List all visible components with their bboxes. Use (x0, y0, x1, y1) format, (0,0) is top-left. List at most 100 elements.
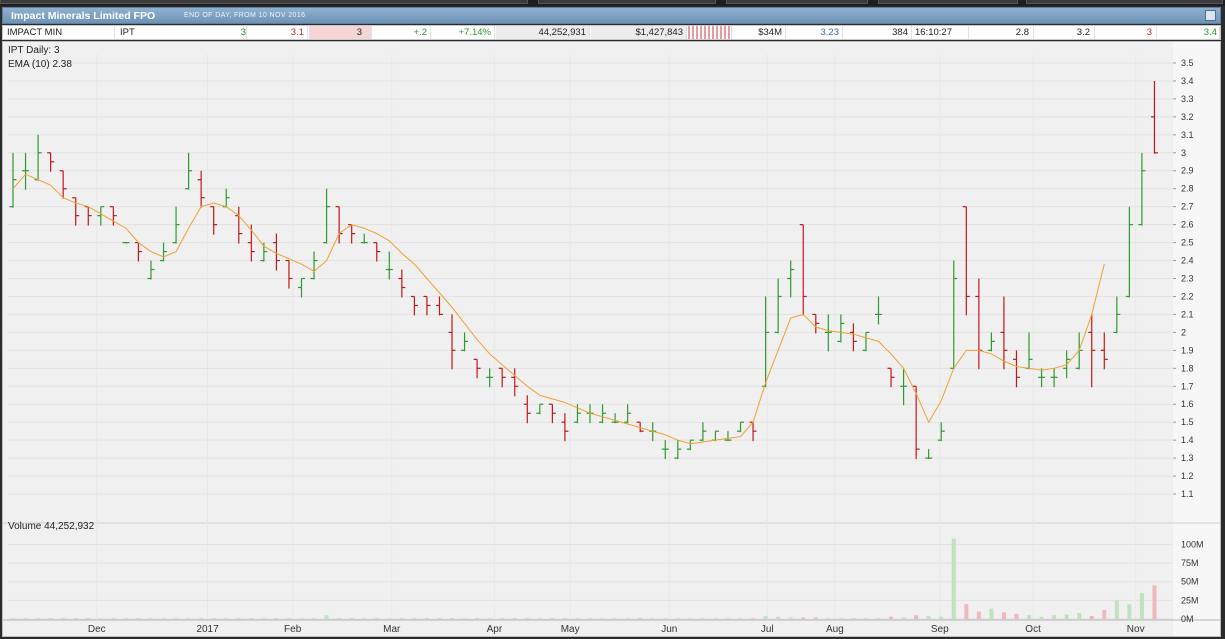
ohlc-bar (298, 277, 305, 298)
volume-bar (161, 618, 166, 619)
ohlc-bar (1113, 296, 1121, 334)
ohlc-bar (1012, 350, 1020, 388)
ohlc-bar (774, 278, 782, 334)
volume-tick-label: 50M (1181, 577, 1199, 587)
month-label: Aug (826, 624, 844, 635)
ohlc-bar (210, 206, 218, 235)
volume-bar (1152, 585, 1157, 619)
volume-bar (613, 618, 618, 619)
volume-bar (224, 618, 229, 619)
volume-bar (1039, 616, 1044, 619)
volume-bar (211, 618, 216, 619)
price-volume-chart[interactable]: 3.5 3.4 3.3 3.2 3.1 3 2.9 2.8 2.7 2.6 2.5 2.4 2.3 2.2… (3, 42, 1220, 636)
ohlc-bar (1050, 368, 1058, 388)
volume-bar (1027, 615, 1032, 619)
ohlc-bar (1150, 80, 1158, 154)
window-title: Impact Minerals Limited FPO (11, 10, 156, 22)
ohlc-bar (147, 260, 155, 280)
volume-bar (312, 618, 317, 619)
volume-bar (650, 618, 655, 619)
price-tick-label: 1.9 (1181, 345, 1194, 355)
day-high-price: 3.4 (1158, 26, 1220, 39)
market-cap: $34M (733, 26, 786, 39)
chart-background (3, 42, 1220, 636)
ohlc-bar (987, 332, 995, 352)
ohlc-bar (410, 295, 418, 316)
volume-bar (562, 618, 567, 619)
price-tick-label: 2 (1181, 327, 1186, 337)
volume-bar (1064, 614, 1069, 619)
window-menu-icon[interactable] (1205, 10, 1216, 21)
open-price: 2.8 (970, 26, 1034, 39)
volume-traded: 44,252,931 (496, 26, 590, 39)
ohlc-bar (548, 403, 556, 424)
ohlc-bar (950, 260, 958, 370)
price-tick-label: 2.8 (1181, 184, 1194, 194)
volume-bar (462, 618, 467, 619)
ohlc-bar (172, 206, 180, 244)
price-chart-panel[interactable]: 3.5 3.4 3.3 3.2 3.1 3 2.9 2.8 2.7 2.6 2.5 2.4 2.3 2.2… (2, 41, 1221, 637)
window-tab-3[interactable] (726, 0, 868, 4)
price-tick-label: 3.4 (1181, 76, 1194, 86)
ohlc-bar (661, 440, 669, 460)
ohlc-bar (824, 314, 832, 352)
volume-bar (437, 618, 442, 619)
ohlc-bar (599, 404, 607, 424)
volume-bar (274, 618, 279, 619)
ohlc-bar (47, 152, 55, 172)
high-price: 3.2 (1035, 26, 1095, 39)
price-tick-label: 1.2 (1181, 471, 1194, 481)
volume-bar (951, 538, 956, 619)
vwap-price: 3.23 (787, 26, 843, 39)
volume-bar (675, 618, 680, 619)
ohlc-bar (423, 295, 431, 316)
ohlc-bar (862, 331, 870, 352)
volume-tick-label: 25M (1181, 595, 1199, 605)
price-tick-label: 2.2 (1181, 291, 1194, 301)
value-bar-indicator (688, 26, 732, 39)
volume-bar (889, 616, 894, 619)
price-tick-label: 1.5 (1181, 417, 1194, 427)
volume-bar (575, 618, 580, 619)
volume-bar (550, 618, 555, 619)
price-tick-label: 1.1 (1181, 489, 1194, 499)
volume-bar (475, 618, 480, 619)
window-tab-2[interactable] (538, 0, 716, 4)
volume-bar (73, 618, 78, 619)
volume-bar (625, 618, 630, 619)
price-tick-label: 1.3 (1181, 453, 1194, 463)
window-tab-5[interactable] (1026, 0, 1223, 4)
ohlc-bar (875, 296, 882, 325)
price-tick-label: 1.6 (1181, 399, 1194, 409)
volume-bar (788, 617, 793, 619)
volume-bar (989, 608, 994, 619)
month-label: Jun (661, 624, 677, 635)
volume-bar (286, 618, 291, 619)
chart-window-titlebar[interactable]: Impact Minerals Limited FPO END OF DAY, … (2, 7, 1221, 24)
volume-bar (1014, 613, 1019, 619)
ohlc-bar (837, 314, 845, 343)
ohlc-bar (925, 449, 933, 460)
ohlc-bar (812, 313, 820, 334)
window-tab-1[interactable] (0, 0, 528, 4)
ohlc-bar (59, 170, 67, 199)
volume-bar (713, 618, 718, 619)
ohlc-bar (1100, 332, 1108, 370)
price-tick-label: 2.9 (1181, 166, 1194, 176)
last-price: 3 (309, 26, 372, 39)
ohlc-bar (849, 323, 857, 352)
volume-bar (964, 604, 969, 619)
volume-bar (512, 618, 517, 619)
volume-bar (663, 618, 668, 619)
month-label: Oct (1025, 624, 1041, 635)
ema-line (12, 173, 1105, 445)
quote-row[interactable]: IMPACT MIN IPT 3 3.1 3 +.2 +7.14% 44,252… (2, 25, 1221, 40)
window-tab-4[interactable] (878, 0, 1018, 4)
price-tick-label: 2.4 (1181, 256, 1194, 266)
month-label: Feb (284, 624, 302, 635)
volume-bar (876, 618, 881, 619)
volume-bar (1052, 615, 1057, 619)
volume-bar (700, 618, 705, 619)
daily-price-label: IPT Daily: 3 (8, 45, 60, 56)
ohlc-bar (272, 233, 280, 271)
